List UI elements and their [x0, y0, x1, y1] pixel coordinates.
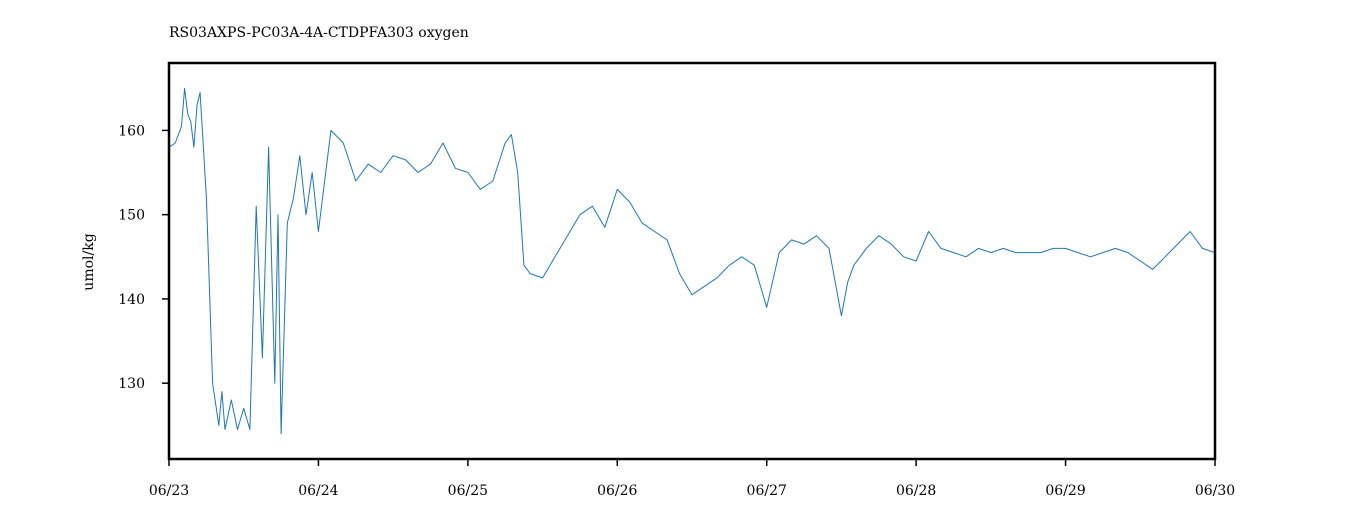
x-axis-ticks: 06/23 06/24 06/25 06/26 06/27 06/28 06/29 06/30: [149, 459, 1235, 499]
chart-title: RS03AXPS-PC03A-4A-CTDPFA303 oxygen: [169, 25, 469, 41]
series-line: [168, 87, 1216, 435]
x-tick-label: 06/26: [597, 483, 637, 499]
y-axis-ticks: 130 140 150 160: [118, 123, 169, 392]
y-tick-label: 160: [118, 123, 145, 139]
y-tick-label: 150: [118, 208, 145, 224]
y-tick-label: 130: [118, 376, 145, 392]
x-tick-label: 06/28: [896, 483, 936, 499]
x-tick-label: 06/25: [448, 483, 488, 499]
x-tick-label: 06/30: [1195, 483, 1235, 499]
plot-area: [168, 87, 1216, 435]
axes-frame: [167, 61, 1217, 461]
y-tick-label: 140: [118, 292, 145, 308]
x-tick-label: 06/29: [1045, 483, 1085, 499]
x-tick-label: 06/23: [149, 483, 189, 499]
x-tick-label: 06/27: [747, 483, 787, 499]
x-tick-label: 06/24: [298, 483, 338, 499]
y-axis-label: umol/kg: [81, 233, 97, 290]
